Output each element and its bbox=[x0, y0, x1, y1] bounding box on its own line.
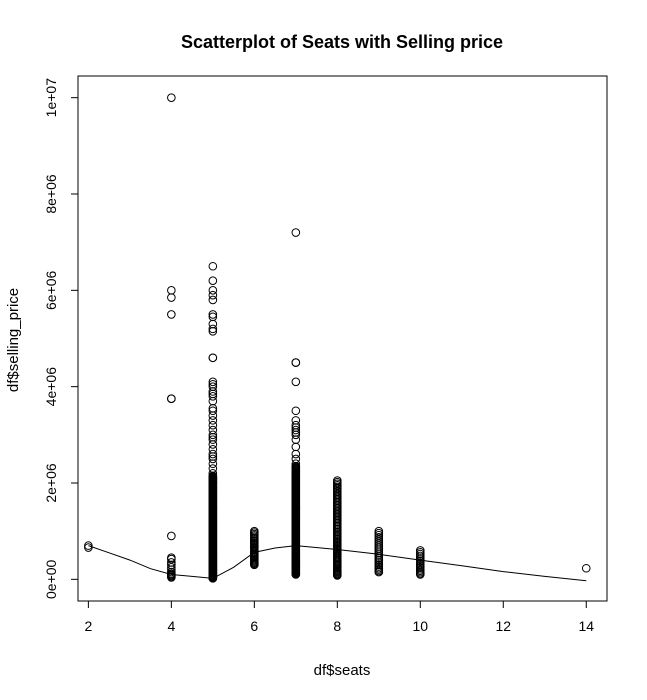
y-tick-label: 6e+06 bbox=[43, 270, 59, 310]
y-tick-label: 2e+06 bbox=[43, 463, 59, 503]
data-point bbox=[208, 324, 218, 334]
plot-frame bbox=[77, 75, 608, 602]
data-point bbox=[208, 416, 218, 425]
data-point bbox=[84, 541, 93, 550]
data-point bbox=[208, 391, 218, 401]
data-point bbox=[250, 526, 259, 536]
data-point bbox=[415, 546, 425, 555]
data-point bbox=[167, 310, 176, 319]
x-axis: 2 4 6 8 10 12 14 bbox=[84, 601, 594, 634]
data-point bbox=[333, 476, 342, 485]
x-tick-label: 6 bbox=[250, 618, 258, 634]
data-point bbox=[208, 310, 218, 319]
data-point bbox=[208, 286, 218, 295]
data-point bbox=[291, 406, 301, 416]
data-point bbox=[208, 425, 218, 435]
data-point bbox=[291, 449, 301, 459]
y-tick-label: 4e+06 bbox=[43, 367, 59, 407]
data-point bbox=[208, 353, 218, 363]
data-point bbox=[167, 93, 176, 102]
smooth-line-group bbox=[88, 545, 587, 582]
data-point bbox=[291, 420, 301, 430]
data-point bbox=[208, 430, 218, 440]
x-tick-label: 4 bbox=[167, 618, 175, 634]
data-point bbox=[208, 420, 218, 430]
data-point bbox=[208, 290, 218, 300]
data-point bbox=[167, 573, 176, 582]
data-point bbox=[208, 406, 218, 416]
data-point bbox=[167, 531, 176, 541]
y-axis: 0e+00 2e+06 4e+06 6e+06 8e+06 1e+07 bbox=[43, 78, 78, 599]
data-point bbox=[208, 276, 218, 286]
y-tick-label: 1e+07 bbox=[43, 78, 59, 118]
y-tick-label: 0e+00 bbox=[43, 559, 59, 599]
data-point bbox=[291, 416, 301, 425]
data-point bbox=[291, 425, 301, 435]
smooth-line bbox=[88, 545, 587, 582]
data-point bbox=[208, 319, 218, 329]
data-point bbox=[208, 379, 218, 389]
data-point bbox=[167, 286, 176, 295]
data-point bbox=[208, 435, 218, 444]
data-point bbox=[208, 261, 218, 271]
y-tick-label: 8e+06 bbox=[43, 174, 59, 214]
data-point bbox=[374, 530, 384, 540]
chart-title: Scatterplot of Seats with Selling price bbox=[181, 32, 503, 52]
data-point bbox=[208, 295, 218, 305]
x-tick-label: 10 bbox=[413, 618, 429, 634]
data-point bbox=[167, 293, 176, 302]
data-point bbox=[581, 563, 591, 573]
data-point bbox=[291, 377, 301, 387]
data-point bbox=[374, 526, 384, 536]
data-points bbox=[84, 93, 591, 583]
y-axis-title: df$selling_price bbox=[5, 288, 22, 392]
data-point bbox=[167, 554, 176, 564]
x-tick-label: 8 bbox=[333, 618, 341, 634]
data-point bbox=[208, 377, 218, 387]
data-point bbox=[291, 461, 301, 471]
data-point bbox=[167, 394, 176, 404]
data-point bbox=[208, 444, 218, 454]
data-point bbox=[208, 382, 218, 391]
data-point bbox=[208, 449, 218, 459]
data-point bbox=[291, 442, 301, 452]
data-point bbox=[374, 528, 384, 538]
x-tick-label: 14 bbox=[578, 618, 594, 634]
x-axis-title: df$seats bbox=[314, 662, 371, 679]
x-tick-label: 2 bbox=[84, 618, 92, 634]
data-point bbox=[291, 358, 301, 367]
data-point bbox=[208, 471, 218, 481]
data-point bbox=[291, 228, 301, 237]
x-tick-label: 12 bbox=[495, 618, 511, 634]
data-point bbox=[208, 312, 218, 322]
data-point bbox=[208, 454, 218, 464]
data-point bbox=[84, 543, 93, 552]
